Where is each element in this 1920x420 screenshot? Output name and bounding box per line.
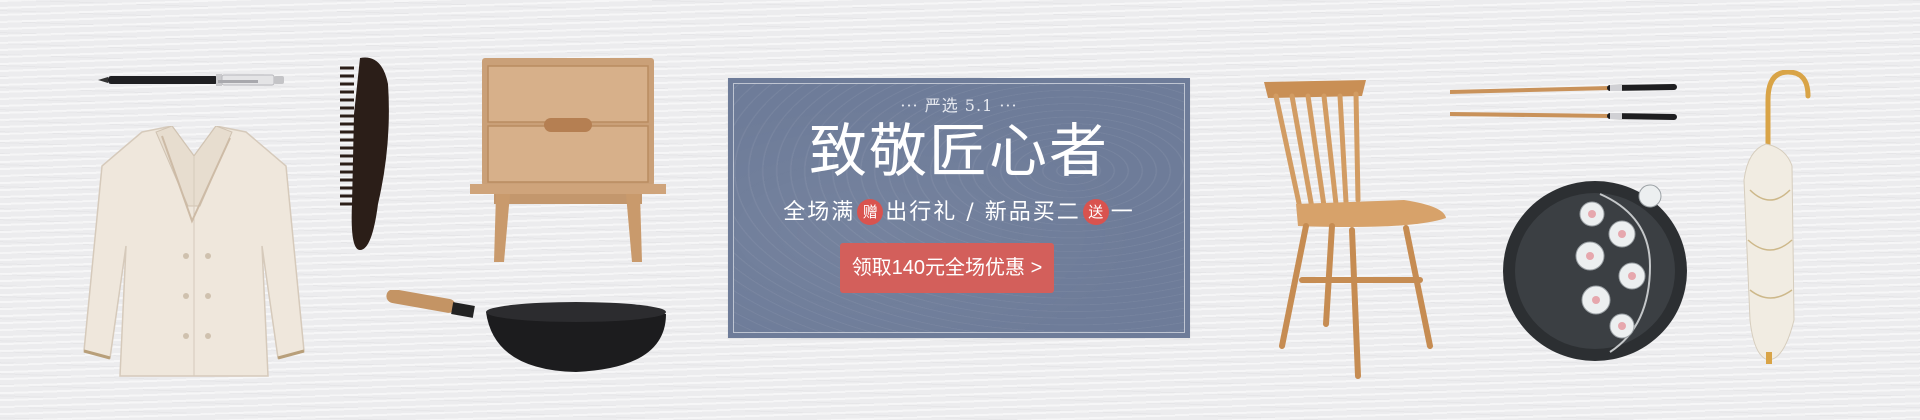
umbrella-icon[interactable]: [1740, 70, 1820, 370]
comb-icon[interactable]: [338, 54, 394, 254]
promo-subline-part1: 全场满: [783, 200, 856, 225]
pen-icon[interactable]: [98, 68, 288, 92]
promo-headline: 致敬匠心者: [808, 117, 1109, 185]
promo-kicker: ··· 严选 5.1 ···: [900, 96, 1018, 115]
give-badge: 送: [1082, 199, 1109, 225]
plate-icon[interactable]: [1500, 176, 1690, 366]
shirt-icon[interactable]: [82, 126, 306, 378]
claim-coupon-button[interactable]: 领取140元全场优惠 >: [840, 243, 1054, 293]
gift-badge: 赠: [857, 199, 884, 225]
promo-subline-part3: 一: [1110, 200, 1135, 225]
nightstand-icon[interactable]: [470, 58, 666, 262]
chopsticks-icon[interactable]: [1450, 84, 1678, 124]
promo-subline: 全场满赠出行礼 / 新品买二送一: [728, 198, 1190, 228]
promo-panel: ··· 严选 5.1 ··· 致敬匠心者 全场满赠出行礼 / 新品买二送一 领取…: [728, 78, 1190, 338]
promo-subline-part2: 出行礼 / 新品买二: [885, 200, 1081, 225]
chair-icon[interactable]: [1262, 80, 1462, 380]
wok-icon[interactable]: [386, 290, 668, 374]
